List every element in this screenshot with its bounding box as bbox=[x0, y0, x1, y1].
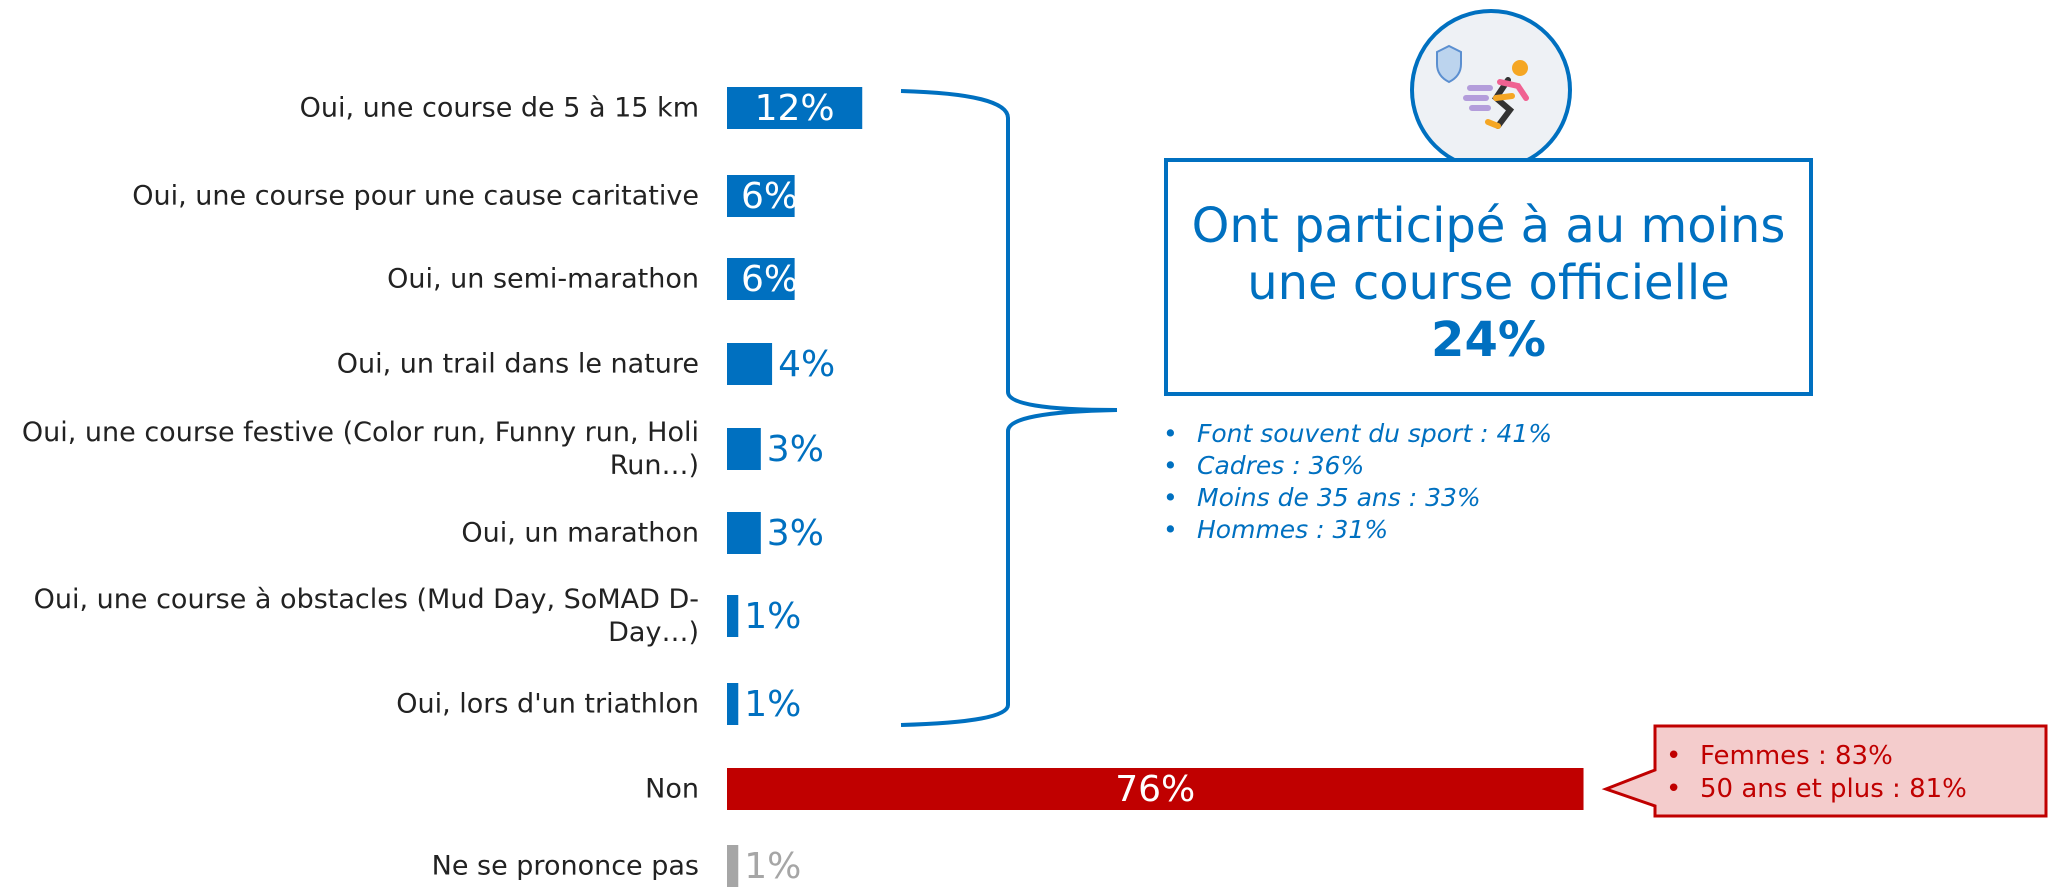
summary-bullet: Moins de 35 ans : 33% bbox=[1163, 482, 1552, 514]
bar bbox=[727, 428, 761, 470]
summary-box: Ont participé à au moins une course offi… bbox=[1164, 158, 1813, 396]
category-label: Ne se prononce pas bbox=[431, 850, 699, 882]
summary-title: Ont participé à au moins une course offi… bbox=[1191, 198, 1786, 311]
bar bbox=[727, 683, 739, 725]
icon-badge bbox=[1436, 44, 1462, 84]
bar bbox=[727, 512, 761, 554]
value-label: 12% bbox=[755, 88, 835, 129]
summary-bullet: Hommes : 31% bbox=[1163, 514, 1552, 546]
category-label: Oui, un marathon bbox=[461, 517, 699, 549]
category-label: Oui, une course à obstacles (Mud Day, So… bbox=[33, 584, 699, 648]
bar bbox=[727, 343, 773, 385]
value-label: 3% bbox=[767, 513, 824, 554]
value-label: 6% bbox=[741, 259, 798, 300]
callout-bullet: 50 ans et plus : 81% bbox=[1666, 773, 1967, 806]
category-label: Oui, une course pour une cause caritativ… bbox=[132, 180, 699, 212]
bar bbox=[727, 87, 863, 129]
value-label: 3% bbox=[767, 429, 824, 470]
category-label: Oui, un semi-marathon bbox=[387, 263, 699, 295]
value-label: 1% bbox=[744, 684, 801, 725]
bar bbox=[727, 845, 739, 887]
value-label: 6% bbox=[741, 176, 798, 217]
icon-runner bbox=[1463, 60, 1529, 129]
category-label: Oui, lors d'un triathlon bbox=[396, 688, 699, 720]
value-label: 1% bbox=[744, 596, 801, 637]
value-label: 1% bbox=[744, 846, 801, 887]
value-label: 76% bbox=[1115, 769, 1195, 810]
category-label: Oui, une course festive (Color run, Funn… bbox=[21, 417, 699, 481]
summary-bullet: Font souvent du sport : 41% bbox=[1163, 418, 1552, 450]
value-label: 4% bbox=[778, 344, 835, 385]
summary-bullets: Font souvent du sport : 41%Cadres : 36%M… bbox=[1163, 418, 1552, 546]
bar bbox=[727, 258, 795, 300]
category-label: Non bbox=[645, 773, 699, 805]
bar bbox=[727, 768, 1584, 810]
bar bbox=[727, 175, 795, 217]
category-label: Oui, un trail dans le nature bbox=[336, 348, 699, 380]
summary-bullet: Cadres : 36% bbox=[1163, 450, 1552, 482]
category-label: Oui, une course de 5 à 15 km bbox=[299, 92, 699, 124]
bar bbox=[727, 595, 739, 637]
non-callout-bullets: Femmes : 83%50 ans et plus : 81% bbox=[1666, 740, 1967, 806]
bracket bbox=[900, 89, 1118, 727]
summary-value: 24% bbox=[1431, 312, 1546, 368]
callout-bullet: Femmes : 83% bbox=[1666, 740, 1967, 773]
